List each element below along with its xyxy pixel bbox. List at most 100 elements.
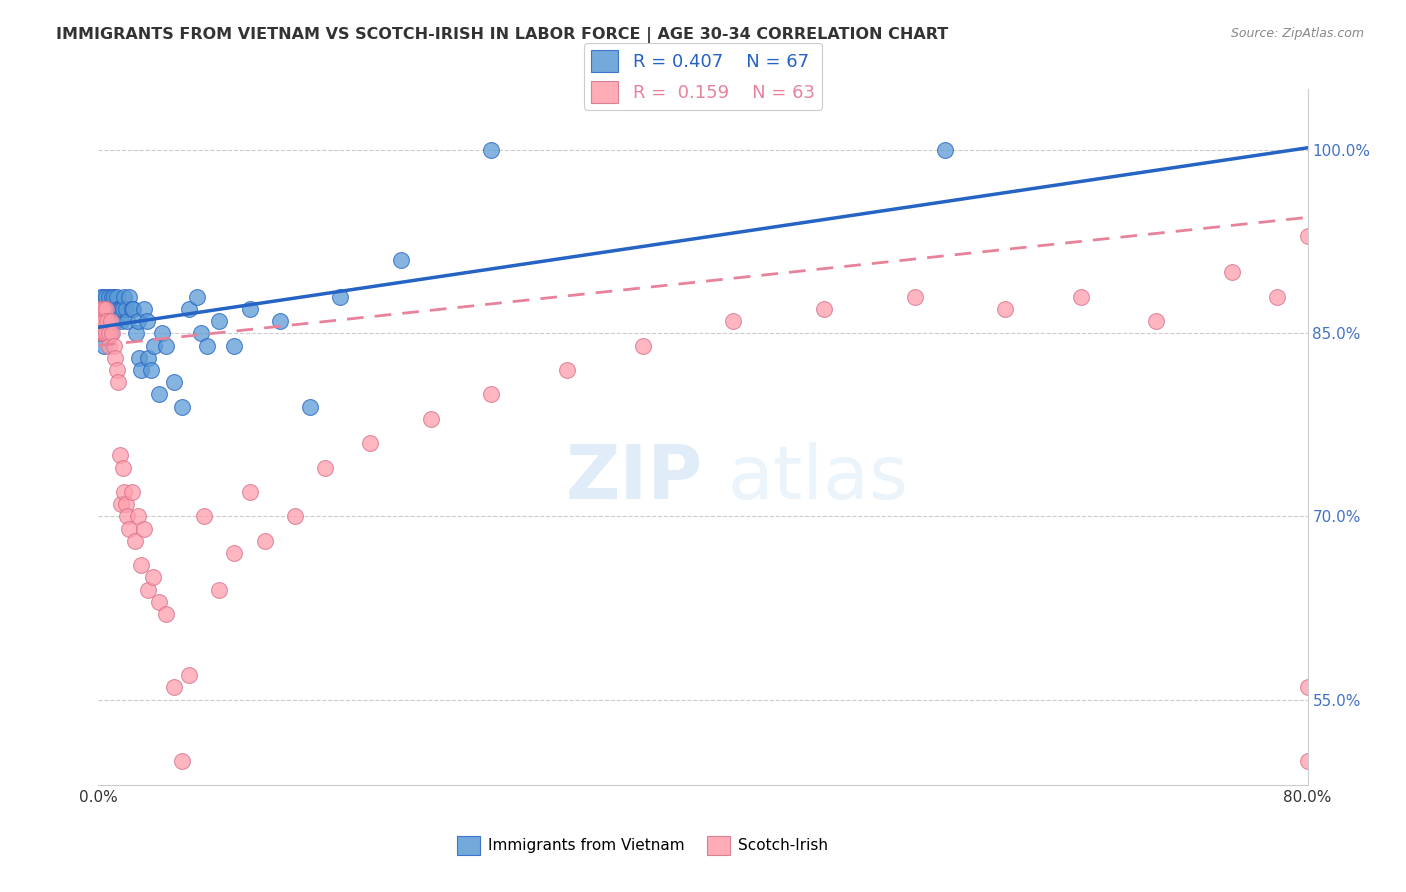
- Point: [89, 301, 111, 316]
- Point: [1070, 290, 1092, 304]
- Point: [163, 681, 186, 695]
- Point: [98, 326, 121, 341]
- Point: [1220, 265, 1243, 279]
- Point: [1296, 228, 1319, 243]
- Point: [93, 301, 115, 316]
- Point: [190, 326, 212, 341]
- Point: [98, 290, 121, 304]
- Point: [141, 363, 163, 377]
- Text: ZIP: ZIP: [565, 442, 703, 516]
- Point: [89, 326, 111, 341]
- Point: [114, 497, 136, 511]
- Point: [118, 522, 141, 536]
- Point: [128, 351, 150, 365]
- Point: [631, 338, 654, 352]
- Point: [555, 363, 578, 377]
- Point: [93, 326, 115, 341]
- Point: [195, 338, 218, 352]
- Point: [299, 400, 322, 414]
- Point: [481, 387, 503, 401]
- Point: [89, 301, 111, 316]
- Point: [105, 290, 128, 304]
- Point: [93, 338, 115, 352]
- Point: [104, 351, 127, 365]
- Point: [112, 290, 135, 304]
- Text: IMMIGRANTS FROM VIETNAM VS SCOTCH-IRISH IN LABOR FORCE | AGE 30-34 CORRELATION C: IMMIGRANTS FROM VIETNAM VS SCOTCH-IRISH …: [56, 27, 949, 43]
- Point: [155, 607, 177, 621]
- Point: [122, 301, 145, 316]
- Point: [1144, 314, 1167, 328]
- Point: [208, 314, 231, 328]
- Point: [108, 449, 131, 463]
- Point: [179, 301, 201, 316]
- Point: [420, 411, 443, 425]
- Point: [96, 326, 118, 341]
- Point: [481, 143, 503, 157]
- Point: [91, 314, 114, 328]
- Point: [98, 314, 121, 328]
- Point: [934, 143, 956, 157]
- Point: [118, 290, 141, 304]
- Point: [90, 290, 112, 304]
- Point: [94, 314, 117, 328]
- Point: [91, 290, 114, 304]
- Point: [107, 301, 129, 316]
- Point: [110, 301, 132, 316]
- Point: [94, 301, 117, 316]
- Point: [100, 326, 122, 341]
- Point: [148, 595, 170, 609]
- Point: [136, 582, 159, 597]
- Point: [91, 326, 114, 341]
- Point: [93, 314, 115, 328]
- Point: [104, 301, 127, 316]
- Point: [94, 290, 117, 304]
- Point: [170, 754, 193, 768]
- Point: [115, 314, 138, 328]
- Point: [90, 301, 112, 316]
- Point: [90, 301, 112, 316]
- Point: [94, 301, 117, 316]
- Point: [96, 301, 118, 316]
- Point: [224, 338, 246, 352]
- Point: [179, 668, 201, 682]
- Point: [89, 326, 111, 341]
- Point: [112, 485, 135, 500]
- Point: [129, 363, 152, 377]
- Point: [110, 497, 132, 511]
- Point: [91, 301, 114, 316]
- Point: [103, 338, 125, 352]
- Point: [208, 582, 231, 597]
- Point: [1296, 754, 1319, 768]
- Point: [1296, 681, 1319, 695]
- Point: [186, 290, 208, 304]
- Point: [148, 387, 170, 401]
- Point: [143, 338, 166, 352]
- Point: [103, 314, 125, 328]
- Point: [121, 485, 143, 500]
- Point: [107, 375, 129, 389]
- Point: [142, 570, 165, 584]
- Point: [103, 290, 125, 304]
- Point: [132, 522, 155, 536]
- Point: [723, 314, 745, 328]
- Point: [87, 314, 110, 328]
- Point: [121, 301, 143, 316]
- Point: [100, 314, 122, 328]
- Point: [93, 314, 115, 328]
- Text: atlas: atlas: [727, 442, 908, 516]
- Point: [101, 290, 124, 304]
- Point: [170, 400, 193, 414]
- Point: [284, 509, 307, 524]
- Point: [94, 326, 117, 341]
- Point: [389, 253, 412, 268]
- Point: [87, 314, 110, 328]
- Point: [127, 314, 149, 328]
- Point: [124, 533, 146, 548]
- Point: [329, 290, 352, 304]
- Point: [150, 326, 173, 341]
- Point: [904, 290, 927, 304]
- Point: [239, 301, 262, 316]
- Point: [314, 460, 336, 475]
- Point: [110, 314, 132, 328]
- Point: [101, 326, 124, 341]
